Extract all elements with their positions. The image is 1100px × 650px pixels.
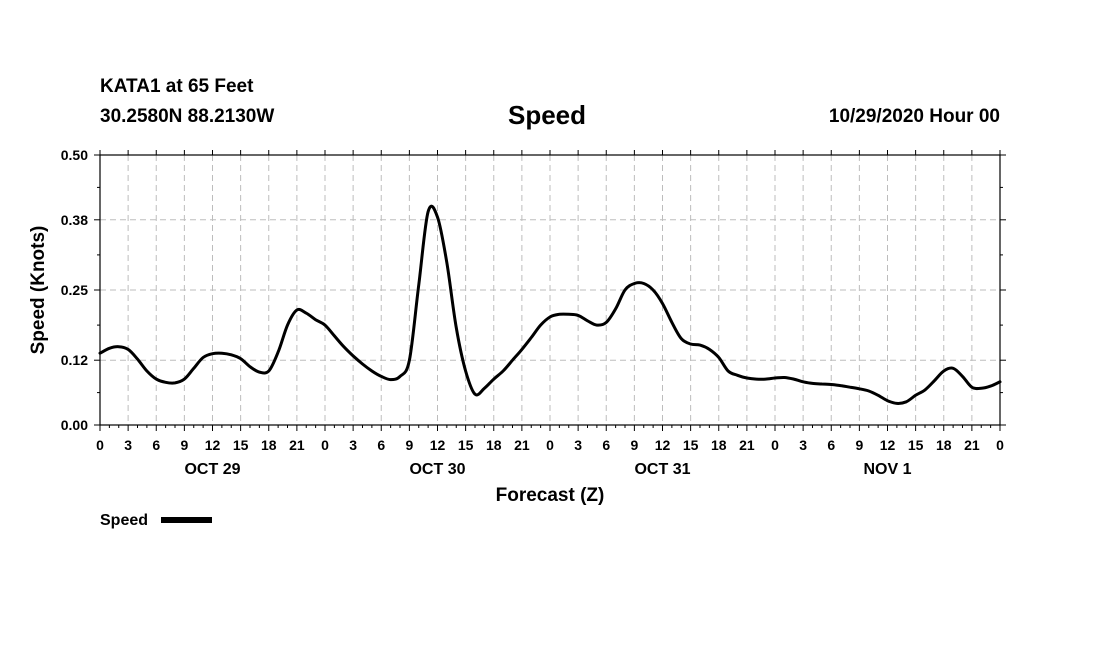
x-tick-label: 15 — [683, 437, 699, 453]
x-tick-label: 12 — [430, 437, 446, 453]
speed-series-line — [98, 204, 1002, 405]
x-tick-label: 0 — [996, 437, 1004, 453]
plot-frame — [99, 154, 1001, 426]
x-tick-label: 3 — [349, 437, 357, 453]
x-tick-label: 0 — [771, 437, 779, 453]
axis-ticks — [94, 150, 1006, 431]
x-tick-label: 21 — [289, 437, 305, 453]
x-tick-label: 21 — [964, 437, 980, 453]
legend-swatch — [161, 517, 212, 523]
y-tick-label: 0.25 — [61, 282, 88, 298]
x-tick-label: 6 — [152, 437, 160, 453]
x-tick-label: 21 — [739, 437, 755, 453]
x-tick-label: 6 — [377, 437, 385, 453]
y-tick-label: 0.50 — [61, 147, 88, 163]
x-tick-label: 0 — [321, 437, 329, 453]
y-axis-label: Speed (Knots) — [28, 226, 49, 355]
day-label: OCT 31 — [634, 461, 690, 478]
x-tick-label: 9 — [180, 437, 188, 453]
x-tick-label: 12 — [205, 437, 221, 453]
y-tick-label: 0.38 — [61, 212, 88, 228]
x-tick-label: 9 — [855, 437, 863, 453]
day-label: OCT 29 — [184, 461, 240, 478]
x-tick-label: 12 — [655, 437, 671, 453]
x-tick-label: 12 — [880, 437, 896, 453]
x-tick-label: 15 — [233, 437, 249, 453]
x-tick-label: 0 — [96, 437, 104, 453]
x-tick-label: 15 — [908, 437, 924, 453]
forecast-timestamp: 10/29/2020 Hour 00 — [828, 106, 1000, 127]
x-tick-label: 21 — [514, 437, 530, 453]
day-label: OCT 30 — [409, 461, 465, 478]
y-tick-label: 0.00 — [61, 417, 88, 433]
x-tick-label: 0 — [546, 437, 554, 453]
legend-label: Speed — [100, 512, 148, 529]
x-axis-label: Forecast (Z) — [496, 485, 605, 506]
station-name: KATA1 at 65 Feet — [100, 76, 254, 97]
chart-title: Speed — [508, 100, 587, 130]
x-tick-label: 9 — [630, 437, 638, 453]
day-label: NOV 1 — [863, 461, 911, 478]
x-tick-label: 18 — [711, 437, 727, 453]
x-tick-label: 18 — [936, 437, 952, 453]
x-tick-label: 15 — [458, 437, 474, 453]
x-tick-label: 3 — [574, 437, 582, 453]
station-coordinates: 30.2580N 88.2130W — [100, 106, 275, 127]
grid-lines — [100, 155, 1000, 425]
x-tick-label: 9 — [405, 437, 413, 453]
x-tick-label: 3 — [124, 437, 132, 453]
legend: Speed — [100, 512, 212, 529]
y-tick-label: 0.12 — [61, 352, 88, 368]
x-tick-label: 3 — [799, 437, 807, 453]
x-tick-label: 18 — [261, 437, 277, 453]
x-tick-labels: 0 3 6 9 12 15 18 21 0 3 6 9 12 15 18 21 0 3 6 9 12 15 18 21 0 3 6 9… — [96, 437, 1004, 453]
x-tick-label: 6 — [827, 437, 835, 453]
day-labels: OCT 29 OCT 30 OCT 31 NOV 1 — [184, 461, 911, 478]
x-tick-label: 6 — [602, 437, 610, 453]
y-tick-labels: 0.00 0.12 0.25 0.38 0.50 — [61, 147, 88, 433]
x-tick-label: 18 — [486, 437, 502, 453]
